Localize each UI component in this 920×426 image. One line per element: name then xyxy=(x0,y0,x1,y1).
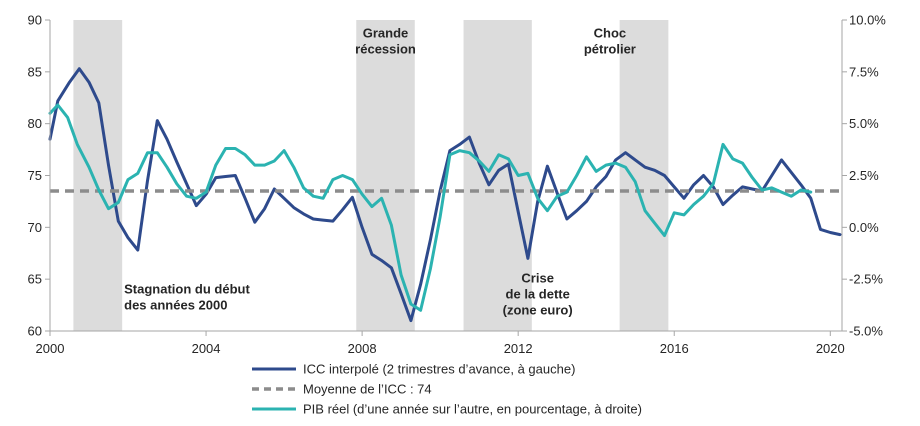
x-tick-label: 2012 xyxy=(504,341,533,356)
legend-label-1: ICC interpolé (2 trimestres d’avance, à … xyxy=(303,362,575,377)
left-tick-label: 70 xyxy=(28,220,42,235)
annotation-line: récession xyxy=(355,42,416,57)
series-lines xyxy=(48,67,842,323)
x-tick-label: 2004 xyxy=(192,341,221,356)
right-tick-label: -2.5% xyxy=(849,272,883,287)
x-tick-label: 2020 xyxy=(816,341,845,356)
right-tick-label: 0.0% xyxy=(849,220,879,235)
annotation-line: Grande xyxy=(363,26,409,41)
right-tick-label: -5.0% xyxy=(849,324,883,339)
left-tick-label: 90 xyxy=(28,13,42,28)
series-line-1 xyxy=(48,67,842,323)
right-tick-label: 10.0% xyxy=(849,13,886,28)
annotation-crise: Crise de la dette (zone euro) xyxy=(503,270,573,317)
x-tick-label: 2016 xyxy=(660,341,689,356)
recession-band-4 xyxy=(619,20,669,331)
annotation-line: Crise xyxy=(521,270,554,285)
recession-band-1 xyxy=(73,20,123,331)
x-tick-label: 2000 xyxy=(36,341,65,356)
series-line-3 xyxy=(48,103,813,312)
annotation-line: Choc xyxy=(594,26,627,41)
annotation-grande: Grande récession xyxy=(355,26,416,57)
right-tick-label: 7.5% xyxy=(849,64,879,79)
annotation-stagnation-du-d-but: Stagnation du début des années 2000 xyxy=(124,282,250,313)
annotation-choc: Choc pétrolier xyxy=(584,26,636,57)
annotation-line: des années 2000 xyxy=(124,298,227,313)
annotations: Grande récession Choc pétrolier Stagnation d… xyxy=(124,26,636,318)
axes: 60 65 70 75 80 85 90 -5.0% -2.5% 0.0% 2.5% 5.0% 7.5%… xyxy=(28,13,887,357)
left-tick-label: 80 xyxy=(28,116,42,131)
left-tick-label: 75 xyxy=(28,168,42,183)
annotation-line: Stagnation du début xyxy=(124,282,250,297)
right-tick-label: 2.5% xyxy=(849,168,879,183)
left-tick-label: 85 xyxy=(28,64,42,79)
left-tick-label: 65 xyxy=(28,272,42,287)
annotation-line: pétrolier xyxy=(584,42,636,57)
left-tick-label: 60 xyxy=(28,324,42,339)
legend-label-3: PIB réel (d’une année sur l’autre, en po… xyxy=(303,402,642,417)
legend: ICC interpolé (2 trimestres d’avance, à … xyxy=(252,362,642,417)
right-tick-label: 5.0% xyxy=(849,116,879,131)
x-tick-label: 2008 xyxy=(348,341,377,356)
recession-band-2 xyxy=(356,20,415,331)
annotation-line: (zone euro) xyxy=(503,302,573,317)
legend-label-2: Moyenne de l’ICC : 74 xyxy=(303,382,432,397)
annotation-line: de la dette xyxy=(506,286,570,301)
